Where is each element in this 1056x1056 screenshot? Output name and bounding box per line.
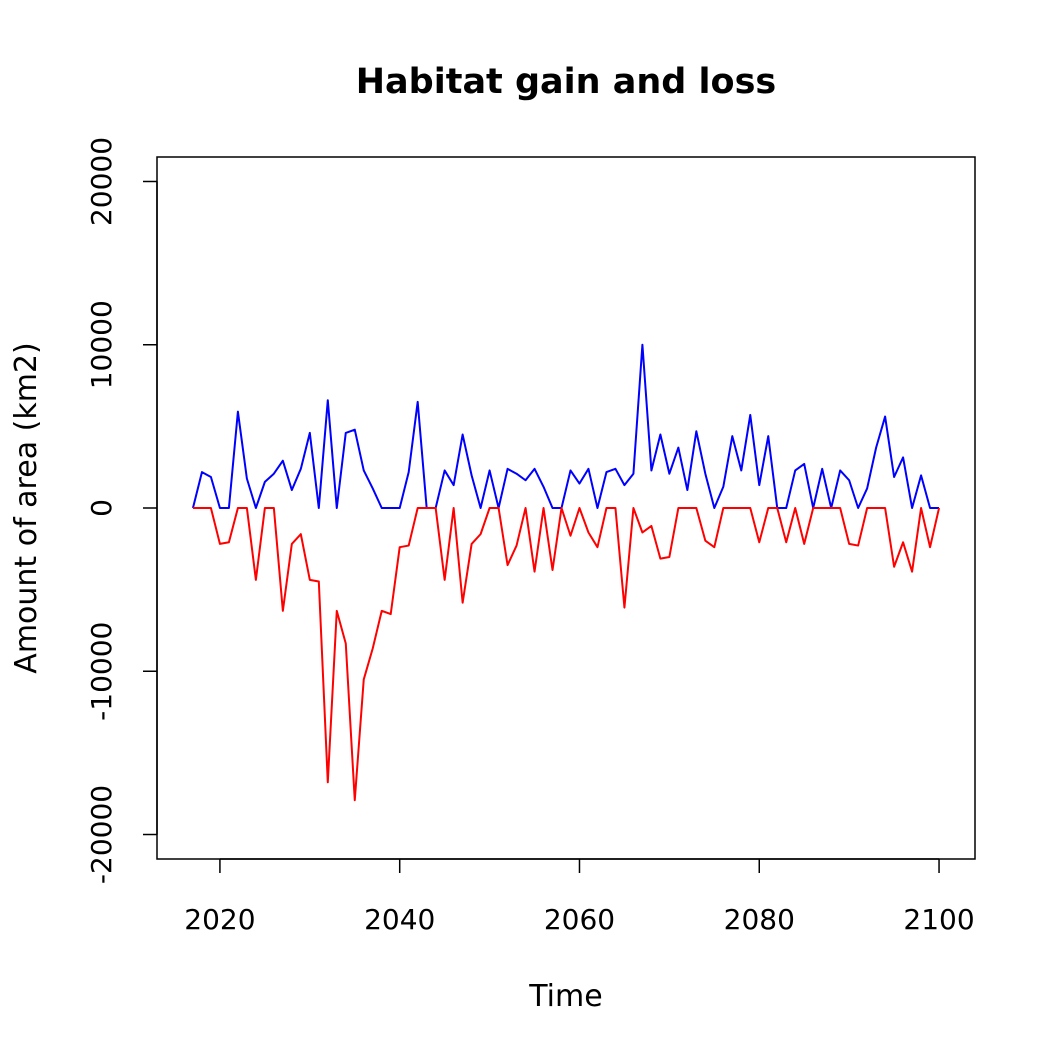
x-tick-label: 2080: [724, 903, 795, 936]
y-tick-label: -20000: [85, 785, 118, 884]
series-layer: [191, 343, 941, 802]
x-tick-label: 2040: [364, 903, 435, 936]
y-tick-label: 20000: [85, 137, 118, 226]
x-axis: 2020 2040 2060 2080 2100: [184, 858, 975, 936]
x-tick-label: 2020: [184, 903, 255, 936]
y-tick-label: 10000: [85, 300, 118, 389]
y-axis-label: Amount of area (km2): [9, 342, 44, 673]
chart-title: Habitat gain and loss: [356, 62, 776, 102]
x-tick-label: 2060: [544, 903, 615, 936]
y-axis: -20000 -10000 0 10000 20000: [85, 137, 158, 884]
y-tick-label: 0: [85, 499, 118, 517]
series-line-red: [192, 507, 941, 802]
series-line-blue: [191, 343, 940, 509]
x-tick-label: 2100: [903, 903, 974, 936]
plot-frame: [156, 156, 976, 860]
y-tick-label: -10000: [85, 622, 118, 721]
x-axis-label: Time: [528, 979, 602, 1014]
